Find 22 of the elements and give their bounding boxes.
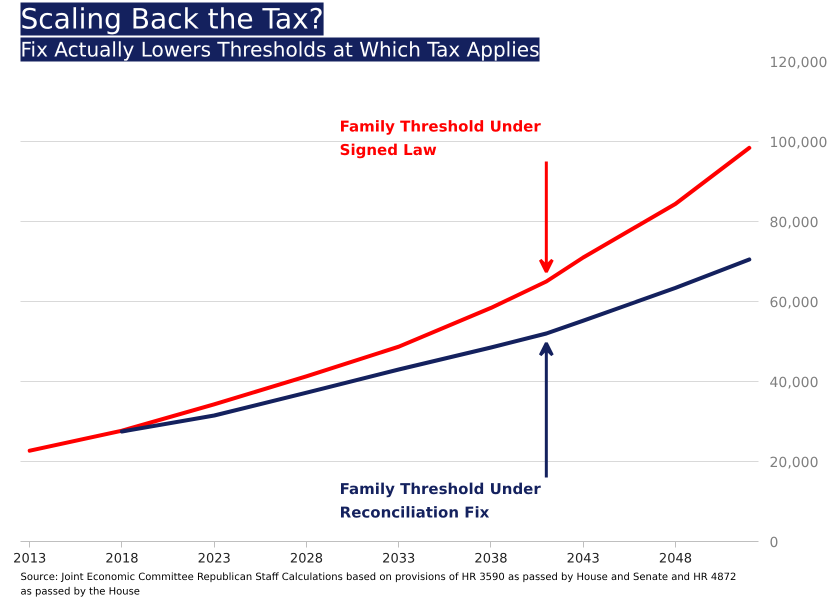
text: Family Threshold Under Signed Law [340, 118, 542, 160]
y-tick-label: 100,000 [770, 135, 828, 151]
x-tick-label: 2028 [290, 552, 324, 566]
x-tick-label: 2048 [658, 552, 692, 566]
y-tick-label: 40,000 [770, 375, 818, 391]
y-tick-label: 80,000 [770, 215, 818, 231]
y-tick-label: 60,000 [770, 295, 818, 311]
y-tick-label: 0 [770, 535, 778, 551]
x-tick-label: 2043 [566, 552, 600, 566]
x-tick-label: 2013 [13, 552, 46, 566]
y-tick-label: 20,000 [770, 455, 818, 471]
x-tick-label: 2018 [105, 552, 139, 566]
x-tick-label: 2023 [198, 552, 231, 566]
source-note: Source: Joint Economic Committee Republican Staff Calculations based on provisions of HR 3590 as passed by House and Senate and HR 4872 as passed by the House [20, 572, 736, 598]
chart-subtitle: Fix Actually Lowers Thresholds at Which Tax Applies [20, 38, 540, 62]
y-tick-label: 120,000 [770, 55, 828, 71]
line-series [28, 146, 752, 453]
x-tick-label: 2038 [474, 552, 508, 566]
text: Family Threshold Under Reconciliation Fix [340, 480, 542, 522]
line-series [120, 258, 752, 434]
x-tick-label: 2033 [382, 552, 416, 566]
chart-title: Scaling Back the Tax? [20, 2, 324, 36]
